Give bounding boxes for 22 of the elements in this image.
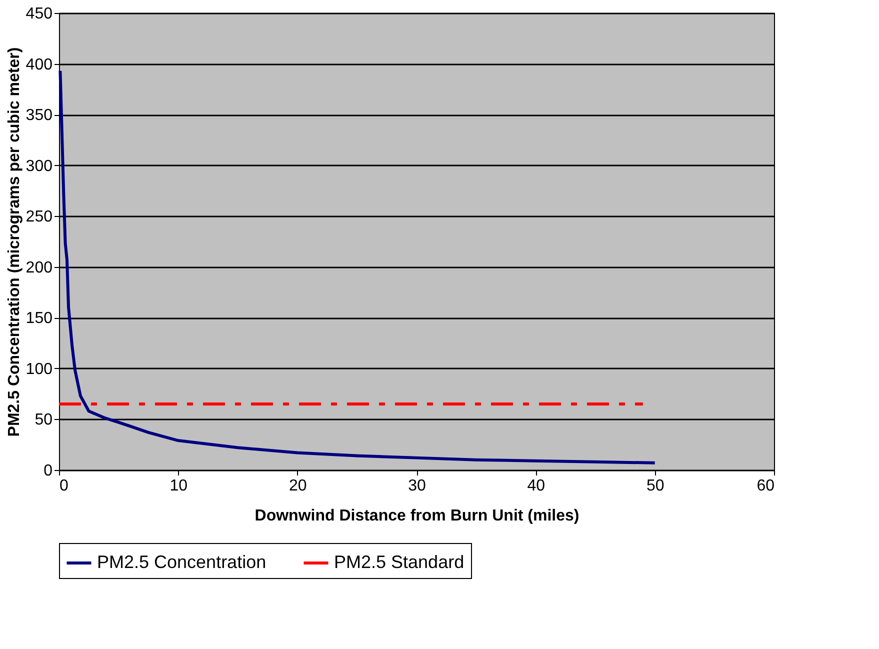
x-tick-label: 40	[527, 478, 546, 494]
y-tick-label: 50	[34, 412, 53, 429]
x-tick-label: 60	[756, 478, 775, 494]
x-tick-label: 10	[170, 478, 188, 494]
y-axis-title: PM2.5 Concentration (micrograms per cubic meter)	[6, 47, 23, 437]
y-tick-label: 400	[26, 56, 53, 74]
y-tick-label: 450	[26, 6, 53, 22]
legend-label: PM2.5 Standard	[334, 552, 464, 572]
y-tick-label: 300	[26, 158, 53, 175]
x-tick-label: 0	[60, 478, 68, 494]
y-tick-label: 250	[26, 208, 53, 226]
y-tick-label: 150	[26, 310, 53, 328]
y-tick-label: 350	[26, 107, 53, 124]
y-tick-label: 0	[44, 462, 53, 480]
x-tick-label: 20	[288, 478, 307, 494]
y-tick-label: 200	[26, 259, 53, 276]
legend-label: PM2.5 Concentration	[97, 552, 266, 572]
x-tick-label: 50	[646, 478, 664, 494]
y-tick-label: 100	[26, 360, 53, 378]
x-tick-label: 30	[408, 478, 426, 494]
line-series	[58, 69, 656, 464]
x-axis-title: Downwind Distance from Burn Unit (miles)	[254, 508, 580, 524]
